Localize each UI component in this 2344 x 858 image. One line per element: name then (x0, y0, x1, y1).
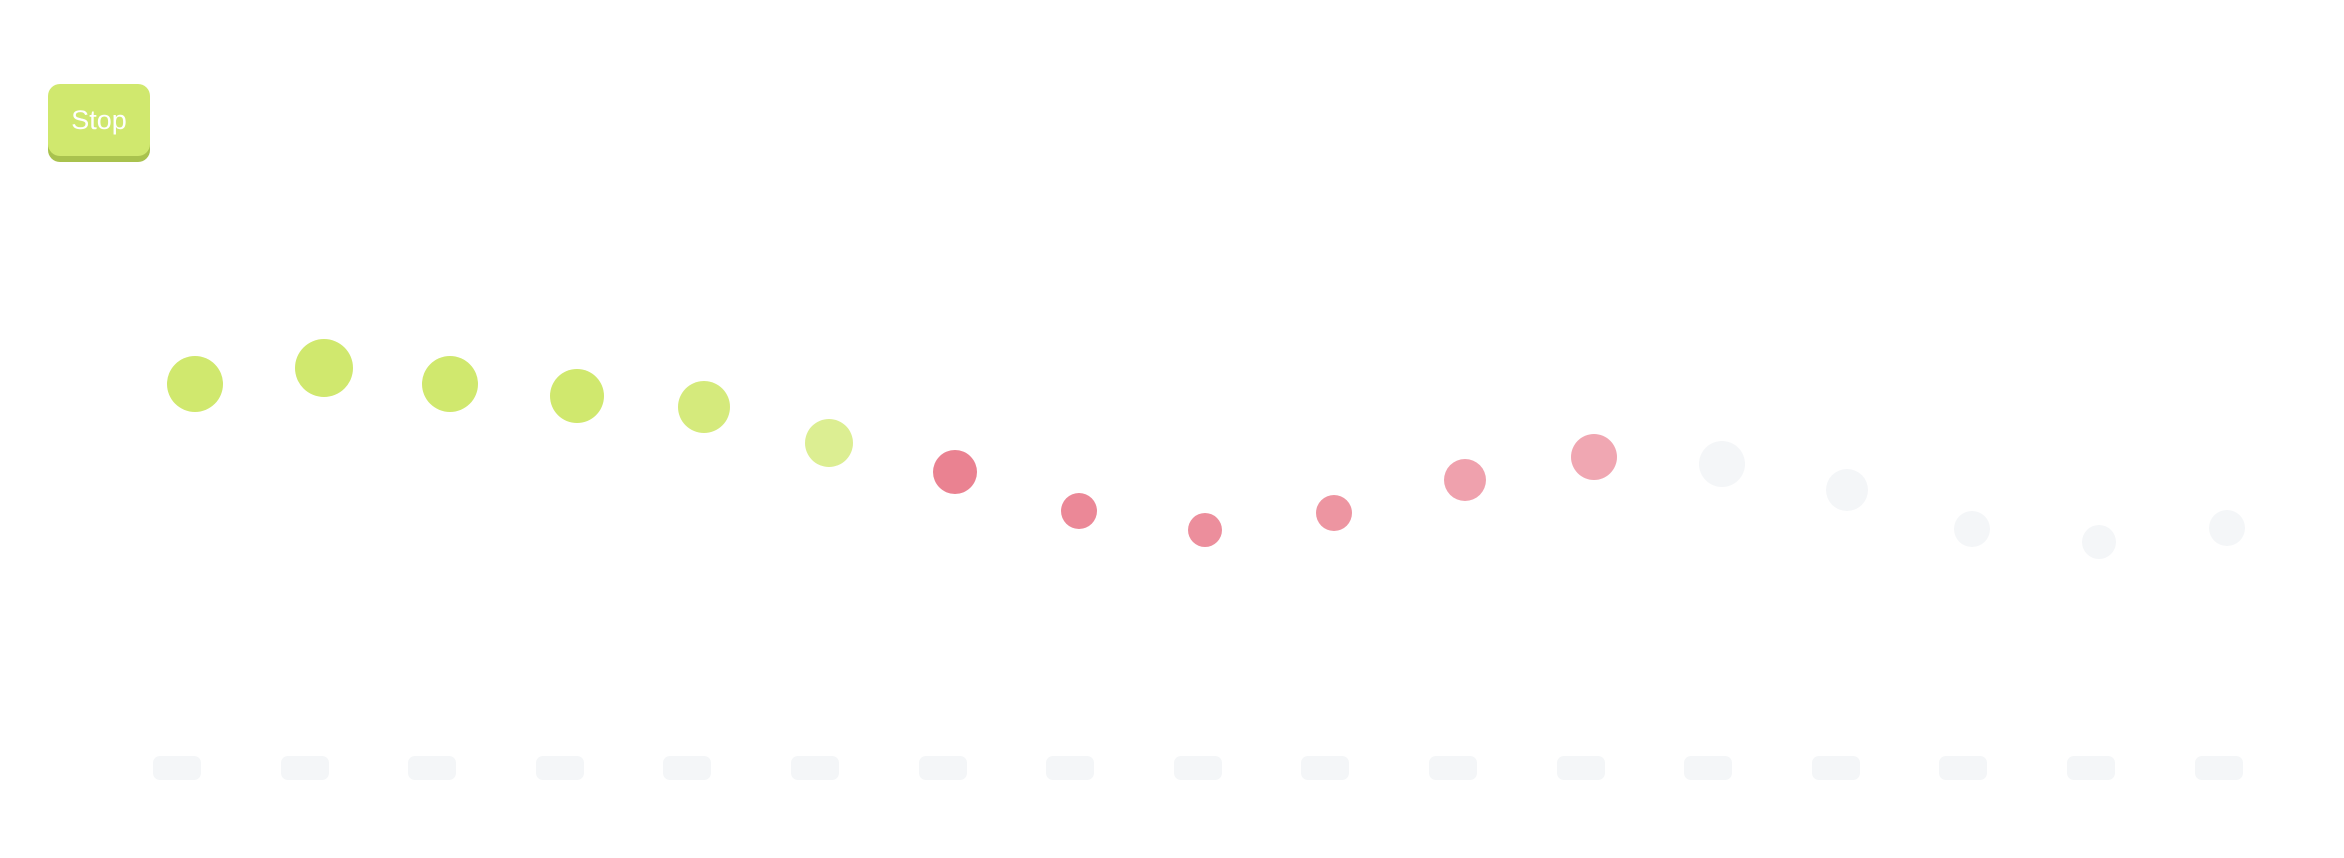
wave-dot (1826, 469, 1868, 511)
wave-dot (1571, 434, 1617, 480)
bar-pill (153, 756, 201, 780)
wave-dot (2209, 510, 2245, 546)
bar-pill (663, 756, 712, 780)
wave-dot (678, 381, 730, 433)
wave-dot (933, 450, 977, 494)
wave-dot (550, 369, 604, 423)
bar-pill (1939, 756, 1988, 780)
bar-pill (2067, 756, 2115, 780)
bar-pill (1811, 756, 1860, 780)
wave-dot (295, 339, 353, 397)
wave-dot (1316, 495, 1352, 531)
bar-pill (408, 756, 457, 780)
wave-dot (1188, 513, 1222, 547)
bar-pill (280, 756, 329, 780)
wave-dot (1444, 459, 1486, 501)
stop-button[interactable]: Stop (48, 84, 150, 156)
wave-dot (2082, 525, 2116, 559)
bar-pill (1301, 756, 1350, 780)
wave-dot (167, 356, 223, 412)
bar-pill (1046, 756, 1095, 780)
wave-dot (1954, 511, 1990, 547)
bar-pill (791, 756, 839, 780)
wave-dot (422, 356, 478, 412)
wave-dot (1061, 493, 1097, 529)
wave-dot (805, 419, 853, 467)
bar-pill (535, 756, 584, 780)
bar-pill (1556, 756, 1605, 780)
wave-dot (1699, 441, 1745, 487)
bar-pill (1684, 756, 1733, 780)
bar-pill (2194, 756, 2243, 780)
bar-pill (1173, 756, 1222, 780)
bar-pill (1429, 756, 1477, 780)
bar-pill (918, 756, 967, 780)
